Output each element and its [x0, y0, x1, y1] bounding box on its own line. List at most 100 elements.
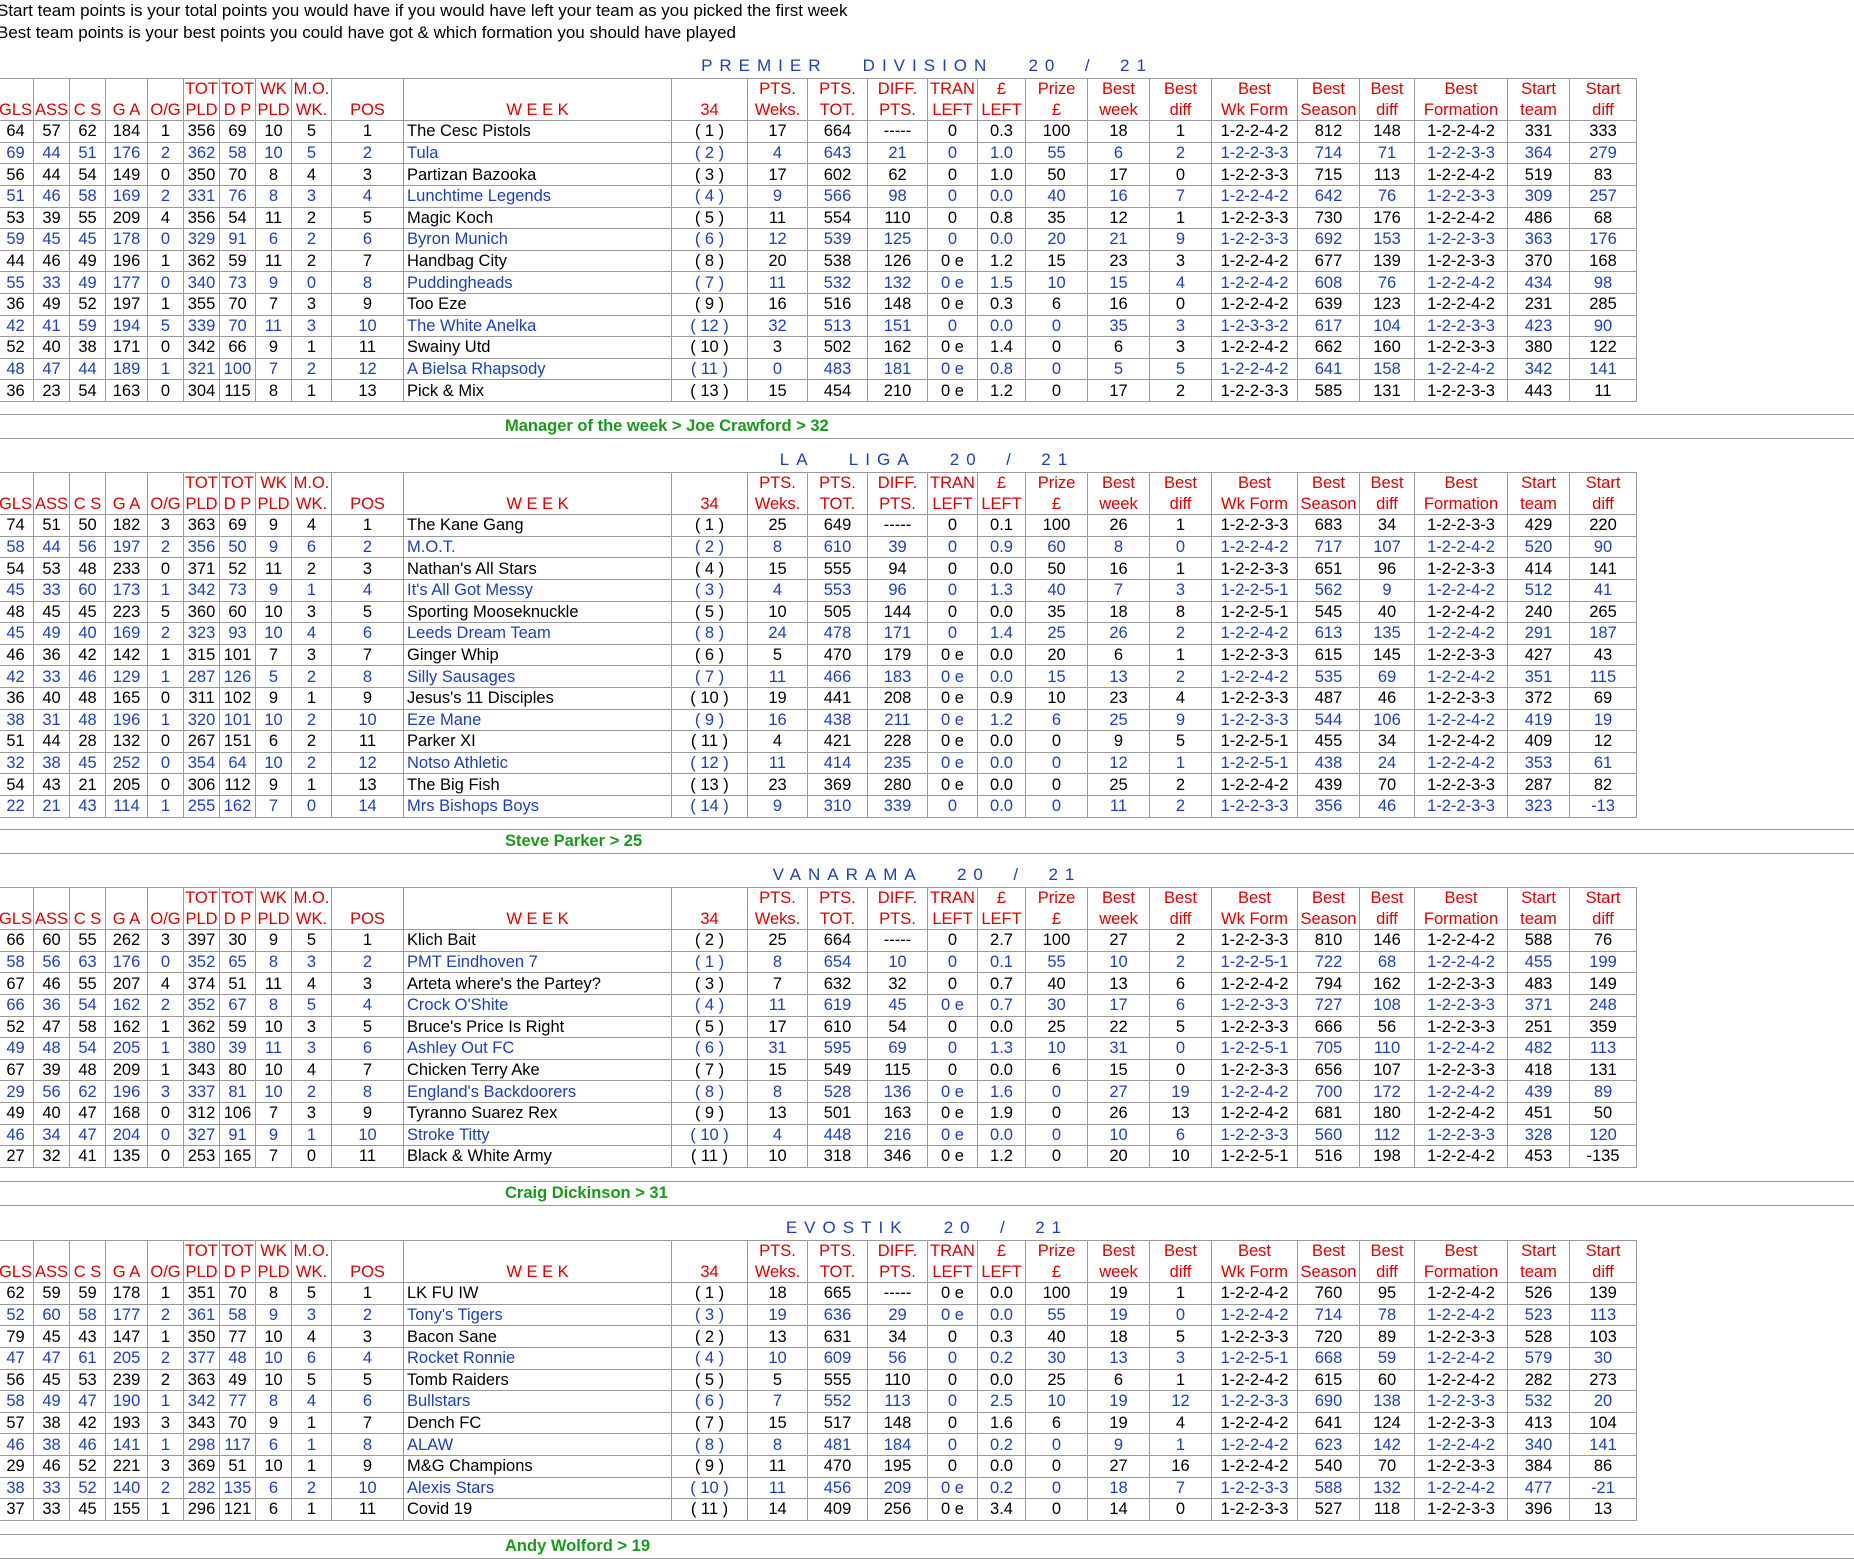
- table-cell: 223: [105, 600, 148, 624]
- table-cell: 654: [807, 950, 868, 974]
- table-cell: 380: [1507, 336, 1570, 359]
- note-best-team: Best team points is your best points you…: [0, 23, 736, 42]
- column-header: [69, 886, 106, 909]
- table-cell: 11: [255, 1037, 292, 1060]
- table-cell: 1-2-2-5-1: [1211, 1145, 1298, 1168]
- table-cell: 0.0: [977, 1368, 1026, 1392]
- table-cell: 470: [807, 643, 868, 667]
- table-cell: 0 e: [927, 1080, 978, 1103]
- table-cell: 377: [183, 1346, 220, 1370]
- table-cell: 26: [1087, 1101, 1150, 1125]
- table-cell: 279: [1569, 141, 1637, 165]
- table-cell: 16: [1087, 557, 1150, 580]
- table-cell: 362: [183, 1015, 220, 1039]
- column-header: POS: [331, 99, 404, 122]
- table-cell: 8: [255, 184, 292, 208]
- table-cell: 5: [291, 1368, 332, 1392]
- table-cell: 13: [1569, 1498, 1637, 1521]
- table-cell: 5: [291, 929, 332, 952]
- table-cell: 6: [331, 228, 404, 251]
- table-cell: 7: [331, 1058, 404, 1082]
- explanation-notes: Start team points is your total points y…: [0, 0, 847, 44]
- table-cell: 11: [747, 665, 808, 688]
- table-cell: 2: [1149, 379, 1212, 402]
- table-cell: 160: [1359, 336, 1415, 359]
- table-cell: 96: [867, 578, 928, 602]
- table-cell: 519: [1507, 163, 1570, 186]
- table-cell: 1: [1149, 751, 1212, 775]
- table-cell: 9: [255, 578, 292, 602]
- table-cell: 48: [219, 1346, 256, 1370]
- table-cell: 2: [291, 708, 332, 732]
- table-cell: 1.2: [977, 249, 1026, 273]
- table-cell: 10: [747, 1145, 808, 1168]
- table-cell: 318: [807, 1145, 868, 1168]
- table-cell: 49: [0, 1037, 34, 1060]
- team-name: LK FU IW: [403, 1282, 672, 1305]
- table-cell: 118: [1359, 1498, 1415, 1521]
- table-cell: 8: [747, 1433, 808, 1456]
- table-cell: ( 6 ): [671, 1390, 748, 1413]
- table-cell: 10: [255, 120, 292, 143]
- table-cell: 21: [69, 773, 106, 796]
- table-cell: 50: [1025, 557, 1088, 580]
- league-title: LA LIGA 20 / 21: [779, 450, 1075, 469]
- team-name: M.O.T.: [403, 535, 672, 559]
- table-cell: 81: [219, 1080, 256, 1103]
- table-cell: 6: [291, 1346, 332, 1370]
- table-cell: 1-2-2-3-3: [1211, 708, 1298, 732]
- table-cell: 588: [1297, 1476, 1360, 1500]
- table-cell: ( 2 ): [671, 535, 748, 559]
- column-header: TOT.: [807, 493, 868, 516]
- table-cell: 705: [1297, 1037, 1360, 1060]
- table-cell: 555: [807, 1368, 868, 1392]
- table-cell: 12: [1569, 730, 1637, 753]
- table-cell: 22: [1087, 1015, 1150, 1039]
- table-cell: 54: [0, 773, 34, 796]
- table-cell: 540: [1297, 1454, 1360, 1478]
- table-cell: 1-2-2-3-3: [1211, 929, 1298, 952]
- table-cell: 1-2-2-4-2: [1414, 1282, 1508, 1305]
- table-cell: 1: [331, 514, 404, 537]
- table-cell: 1-2-2-5-1: [1211, 578, 1298, 602]
- table-cell: 10: [867, 950, 928, 974]
- table-cell: 1-2-2-4-2: [1211, 1303, 1298, 1327]
- table-cell: 409: [1507, 730, 1570, 753]
- table-cell: 41: [1569, 578, 1637, 602]
- table-cell: 183: [867, 665, 928, 688]
- table-cell: 1-2-2-4-2: [1414, 1346, 1508, 1370]
- table-cell: 141: [1569, 357, 1637, 381]
- table-cell: 57: [0, 1411, 34, 1435]
- table-cell: 720: [1297, 1325, 1360, 1348]
- table-cell: 20: [1025, 228, 1088, 251]
- table-cell: 477: [1507, 1476, 1570, 1500]
- column-header: W E E K: [403, 493, 672, 516]
- table-cell: 1-2-2-3-3: [1414, 228, 1508, 251]
- table-cell: 455: [1507, 950, 1570, 974]
- table-cell: 363: [183, 514, 220, 537]
- table-cell: 0: [147, 686, 184, 710]
- table-cell: 486: [1507, 206, 1570, 230]
- table-cell: 220: [1569, 514, 1637, 537]
- column-header: W E E K: [403, 908, 672, 931]
- table-row: 42 33 46 129 1 287 126 5 2 8 Silly Sausages( 7 ) 11…: [0, 665, 1637, 688]
- table-cell: 6: [1149, 972, 1212, 995]
- table-cell: 55: [1025, 141, 1088, 165]
- column-header: [147, 77, 184, 100]
- table-cell: 25: [747, 514, 808, 537]
- table-cell: ( 10 ): [671, 1476, 748, 1500]
- table-cell: 342: [183, 578, 220, 602]
- table-cell: 11: [1569, 379, 1637, 402]
- table-cell: 1: [331, 1282, 404, 1305]
- table-row: 45 49 40 169 2 323 93 10 4 6 Leeds Dream Team( 8 )…: [0, 622, 1637, 645]
- table-cell: 419: [1507, 708, 1570, 732]
- table-cell: 8: [747, 535, 808, 559]
- table-cell: ( 8 ): [671, 1433, 748, 1456]
- column-header: PTS.: [747, 471, 808, 494]
- team-name: The Kane Gang: [403, 514, 672, 537]
- table-cell: 139: [1569, 1282, 1637, 1305]
- table-cell: 30: [1569, 1346, 1637, 1370]
- team-name: Arteta where's the Partey?: [403, 972, 672, 995]
- column-header: Prize: [1025, 886, 1088, 909]
